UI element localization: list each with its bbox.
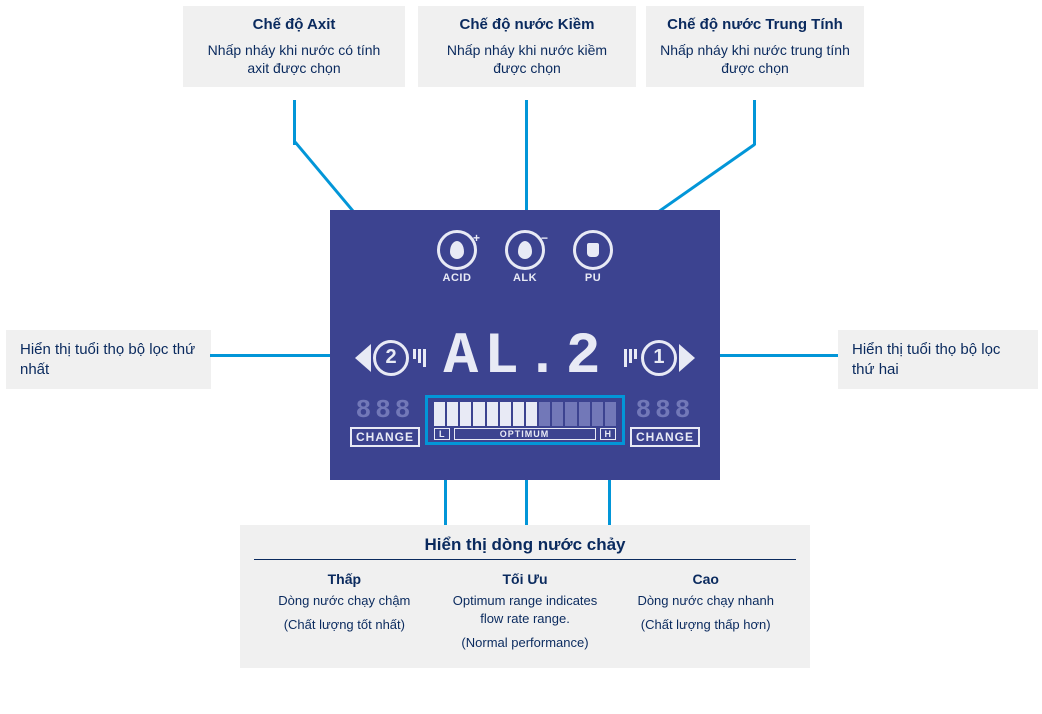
callout-acid: Chế độ Axit Nhấp nháy khi nước có tính a… — [183, 6, 405, 87]
flow-bar-segment — [500, 402, 511, 426]
drop-minus-icon: − — [505, 230, 545, 270]
filter-left-change: CHANGE — [350, 427, 420, 447]
flow-bar-segment — [579, 402, 590, 426]
mode-acid: + ACID — [437, 230, 477, 284]
flow-bar-segment — [539, 402, 550, 426]
cup-icon — [573, 230, 613, 270]
callout-alk: Chế độ nước Kiềm Nhấp nháy khi nước kiềm… — [418, 6, 636, 87]
callout-alk-desc: Nhấp nháy khi nước kiềm được chọn — [432, 41, 622, 77]
lcd-modes-row: + ACID − ALK PU — [330, 230, 720, 284]
flow-bar-segment — [592, 402, 603, 426]
lcd-bottom-row: 888 CHANGE L OPTIMUM H 888 CHANGE — [330, 395, 720, 447]
mode-pu: PU — [573, 230, 613, 284]
flow-bar-segment — [447, 402, 458, 426]
filter-left-digits: 888 — [350, 395, 420, 425]
triangle-right-icon — [679, 344, 695, 372]
lcd-panel: + ACID − ALK PU 2 AL.2 1 888 CHANGE — [330, 210, 720, 480]
flow-explain-cols: Thấp Dòng nước chạy chậm (Chất lượng tốt… — [254, 570, 796, 652]
flow-gauge: L OPTIMUM H — [425, 395, 625, 445]
lcd-main-value: AL.2 — [443, 325, 606, 390]
triangle-left-icon — [355, 344, 371, 372]
flow-bar-segment — [552, 402, 563, 426]
flow-bar-segment — [460, 402, 471, 426]
filter1-indicator: 1 — [624, 340, 695, 376]
flow-opt-h: Tối Ưu — [441, 570, 610, 590]
callout-filter1: Hiển thị tuổi thọ bộ lọc thứ nhất — [6, 330, 211, 389]
filter-right-block: 888 CHANGE — [630, 395, 700, 447]
flow-bar-segment — [513, 402, 524, 426]
filter-left-block: 888 CHANGE — [350, 395, 420, 447]
flow-bar-segment — [605, 402, 616, 426]
callout-acid-desc: Nhấp nháy khi nước có tính axit được chọ… — [197, 41, 391, 77]
flow-l-label: L — [434, 428, 450, 440]
leader-neutral — [753, 100, 756, 145]
flow-low-l1: Dòng nước chạy chậm — [260, 592, 429, 610]
mode-alk-label: ALK — [513, 272, 537, 284]
mode-acid-label: ACID — [443, 272, 472, 284]
filter2-number: 2 — [373, 340, 409, 376]
flow-col-high: Cao Dòng nước chạy nhanh (Chất lượng thấ… — [615, 570, 796, 652]
flow-explain-box: Hiển thị dòng nước chảy Thấp Dòng nước c… — [240, 525, 810, 668]
bars-icon — [624, 349, 637, 367]
callout-alk-title: Chế độ nước Kiềm — [432, 16, 622, 33]
lcd-mid-row: 2 AL.2 1 — [330, 325, 720, 390]
leader-alk — [525, 100, 528, 228]
callout-acid-title: Chế độ Axit — [197, 16, 391, 33]
callout-neutral: Chế độ nước Trung Tính Nhấp nháy khi nướ… — [646, 6, 864, 87]
flow-bar-segment — [473, 402, 484, 426]
flow-high-l1: Dòng nước chạy nhanh — [621, 592, 790, 610]
flow-high-l2: (Chất lượng thấp hơn) — [621, 616, 790, 634]
flow-opt-l2: (Normal performance) — [441, 634, 610, 652]
filter-right-change: CHANGE — [630, 427, 700, 447]
leader-acid — [293, 100, 296, 145]
drop-plus-icon: + — [437, 230, 477, 270]
callout-filter2: Hiển thị tuổi thọ bộ lọc thứ hai — [838, 330, 1038, 389]
filter-right-digits: 888 — [630, 395, 700, 425]
filter2-indicator: 2 — [355, 340, 426, 376]
flow-col-opt: Tối Ưu Optimum range indicates flow rate… — [435, 570, 616, 652]
flow-low-h: Thấp — [260, 570, 429, 590]
flow-bar-segment — [487, 402, 498, 426]
flow-low-l2: (Chất lượng tốt nhất) — [260, 616, 429, 634]
flow-bars — [434, 402, 616, 426]
callout-neutral-desc: Nhấp nháy khi nước trung tính được chọn — [660, 41, 850, 77]
flow-bar-segment — [565, 402, 576, 426]
flow-h-label: H — [600, 428, 617, 440]
flow-col-low: Thấp Dòng nước chạy chậm (Chất lượng tốt… — [254, 570, 435, 652]
callout-neutral-title: Chế độ nước Trung Tính — [660, 16, 850, 33]
flow-bar-segment — [526, 402, 537, 426]
flow-opt-l1: Optimum range indicates flow rate range. — [441, 592, 610, 628]
filter1-number: 1 — [641, 340, 677, 376]
mode-pu-label: PU — [585, 272, 601, 284]
flow-explain-title: Hiển thị dòng nước chảy — [254, 535, 796, 560]
flow-high-h: Cao — [621, 570, 790, 590]
flow-optimum-label: OPTIMUM — [454, 428, 596, 440]
mode-alk: − ALK — [505, 230, 545, 284]
bars-icon — [413, 349, 426, 367]
flow-bar-segment — [434, 402, 445, 426]
flow-labels: L OPTIMUM H — [434, 428, 616, 440]
